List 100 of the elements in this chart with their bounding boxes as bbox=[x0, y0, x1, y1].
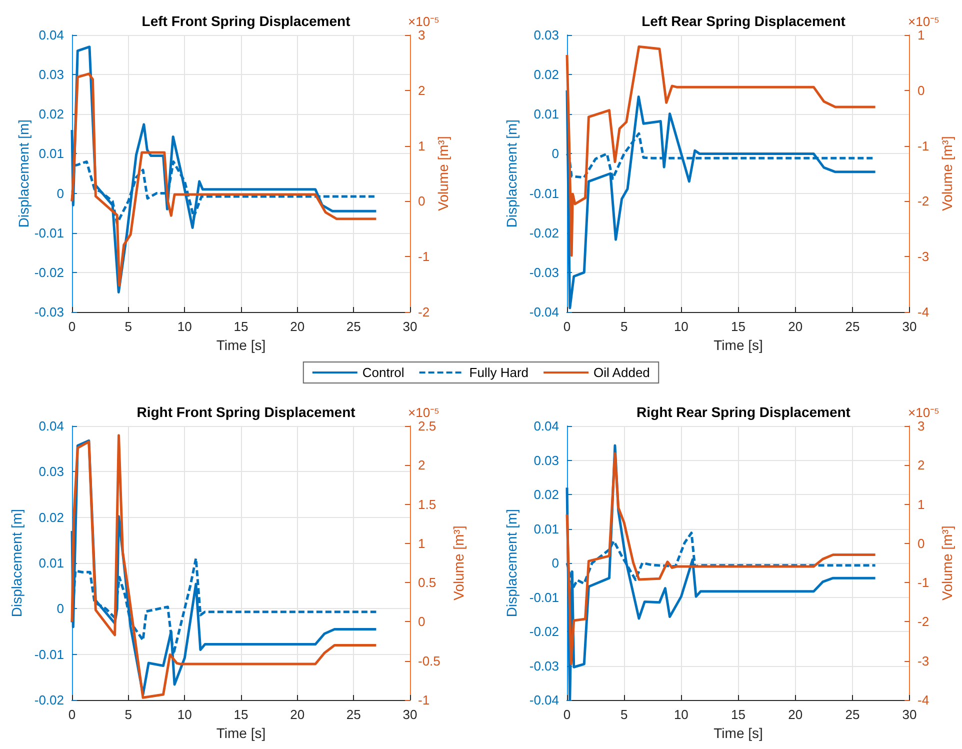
chart-title: Right Rear Spring Displacement bbox=[636, 404, 851, 420]
y-tick-label: 0 bbox=[56, 601, 64, 616]
y-tick-label: 0.01 bbox=[38, 146, 64, 162]
y-tick-label: -0.01 bbox=[34, 646, 64, 662]
y-tick-label: 0.01 bbox=[534, 106, 559, 122]
x-tick-label: 15 bbox=[234, 319, 248, 334]
y-tick-label: -0.04 bbox=[529, 304, 559, 320]
legend-label: Control bbox=[362, 365, 404, 380]
y2-tick-label: -4 bbox=[918, 692, 930, 708]
chart-title: Left Rear Spring Displacement bbox=[642, 13, 846, 29]
y-tick-label: 0.02 bbox=[38, 106, 64, 122]
x-tick-label: 20 bbox=[290, 707, 305, 722]
x-tick-label: 30 bbox=[902, 319, 917, 334]
x-tick-label: 10 bbox=[674, 319, 688, 334]
y-tick-label: 0.03 bbox=[534, 28, 559, 42]
x-tick-label: 0 bbox=[563, 707, 571, 722]
y2-axis-title: Volume [m³] bbox=[939, 526, 955, 600]
legend-label: Fully Hard bbox=[469, 365, 529, 380]
x-tick-label: 25 bbox=[346, 319, 361, 334]
y2-tick-label: 0 bbox=[918, 536, 925, 551]
y2-tick-label: -2 bbox=[918, 614, 930, 630]
y2-tick-label: -1 bbox=[918, 575, 930, 590]
x-tick-label: 5 bbox=[124, 319, 132, 334]
y-tick-label: 0.02 bbox=[534, 487, 559, 502]
y-axis-title: Displacement [m] bbox=[8, 508, 24, 618]
x-tick-label: 0 bbox=[68, 319, 76, 334]
x-tick-label: 25 bbox=[845, 707, 860, 722]
y2-tick-label: 0.5 bbox=[418, 575, 436, 590]
y-axis-title: Displacement [m] bbox=[503, 119, 520, 228]
y2-tick-label: 3 bbox=[918, 418, 925, 434]
y2-tick-label: 2 bbox=[918, 458, 925, 473]
x-tick-label: 30 bbox=[402, 319, 418, 334]
y-tick-label: 0.02 bbox=[38, 510, 64, 525]
y2-tick-label: 0 bbox=[418, 614, 426, 630]
y2-tick-label: 1 bbox=[918, 496, 925, 512]
line-series bbox=[566, 89, 877, 310]
y2-tick-label: -2 bbox=[918, 194, 930, 209]
y-tick-label: -0.04 bbox=[529, 692, 559, 708]
y2-tick-label: -1 bbox=[418, 692, 430, 708]
y2-tick-label: -3 bbox=[918, 653, 930, 668]
y-tick-label: 0.02 bbox=[534, 67, 559, 82]
y-tick-label: 0.03 bbox=[38, 67, 64, 82]
text: ×10⁻⁵ bbox=[908, 14, 940, 29]
y2-axis-title: Volume [m³] bbox=[939, 136, 955, 211]
y2-tick-label: 2 bbox=[418, 82, 426, 98]
y2-tick-label: 1 bbox=[418, 138, 426, 154]
y2-tick-label: -2 bbox=[418, 304, 430, 320]
x-tick-label: 30 bbox=[902, 707, 917, 722]
x-tick-label: 0 bbox=[68, 707, 76, 722]
text: ×10⁻⁵ bbox=[408, 14, 440, 29]
x-tick-label: 25 bbox=[346, 707, 361, 722]
y-tick-label: -0.02 bbox=[529, 624, 559, 639]
y2-tick-label: 3 bbox=[418, 28, 426, 42]
y-tick-label: 0.04 bbox=[38, 418, 64, 434]
x-tick-label: 5 bbox=[620, 707, 628, 722]
y-tick-label: -0.01 bbox=[34, 225, 64, 240]
legend-label: Oil Added bbox=[594, 365, 650, 380]
y-tick-label: -0.03 bbox=[529, 658, 559, 674]
y2-tick-label: 0 bbox=[418, 194, 426, 209]
x-tick-label: 30 bbox=[402, 707, 418, 722]
chart-title: Left Front Spring Displacement bbox=[142, 13, 351, 29]
y-tick-label: -0.02 bbox=[529, 225, 559, 240]
y-tick-label: 0.04 bbox=[534, 418, 559, 434]
y-tick-label: -0.01 bbox=[529, 186, 559, 201]
text: ×10⁻⁵ bbox=[408, 405, 440, 420]
y-tick-label: -0.03 bbox=[529, 264, 559, 280]
y2-tick-label: 1.5 bbox=[418, 496, 436, 512]
x-tick-label: 20 bbox=[788, 319, 803, 334]
x-tick-label: 15 bbox=[731, 319, 746, 334]
x-tick-label: 0 bbox=[563, 319, 571, 334]
x-tick-label: 5 bbox=[124, 707, 132, 722]
y-tick-label: 0.03 bbox=[38, 464, 64, 480]
x-tick-label: 10 bbox=[177, 707, 192, 722]
y2-axis-title: Volume [m³] bbox=[450, 526, 466, 600]
y2-tick-label: 2.5 bbox=[418, 418, 436, 434]
y-tick-label: 0 bbox=[552, 146, 559, 162]
y-tick-label: -0.02 bbox=[34, 264, 64, 280]
y-tick-label: -0.02 bbox=[34, 692, 64, 708]
line-series bbox=[566, 45, 877, 257]
y2-tick-label: -1 bbox=[918, 138, 930, 154]
text: ×10⁻⁵ bbox=[908, 405, 940, 420]
x-tick-label: 15 bbox=[731, 707, 746, 722]
chart-title: Right Front Spring Displacement bbox=[136, 404, 356, 420]
x-axis-title: Time [s] bbox=[714, 724, 763, 741]
x-tick-label: 25 bbox=[845, 319, 860, 334]
y-axis-title: Displacement [m] bbox=[15, 119, 32, 228]
y-axis-title: Displacement [m] bbox=[503, 508, 520, 618]
y-tick-label: 0.04 bbox=[38, 28, 64, 42]
y-tick-label: 0 bbox=[552, 556, 559, 570]
y-tick-label: -0.01 bbox=[529, 590, 559, 605]
x-tick-label: 20 bbox=[290, 319, 305, 334]
y-tick-label: 0.01 bbox=[534, 521, 559, 536]
x-axis-title: Time [s] bbox=[216, 336, 266, 353]
x-tick-label: 20 bbox=[788, 707, 803, 722]
x-axis-title: Time [s] bbox=[714, 336, 763, 353]
y2-tick-label: 1 bbox=[918, 28, 925, 42]
y2-tick-label: -0.5 bbox=[418, 653, 440, 668]
y2-tick-label: 2 bbox=[418, 458, 426, 473]
x-tick-label: 5 bbox=[620, 319, 628, 334]
y2-tick-label: -1 bbox=[418, 249, 430, 264]
